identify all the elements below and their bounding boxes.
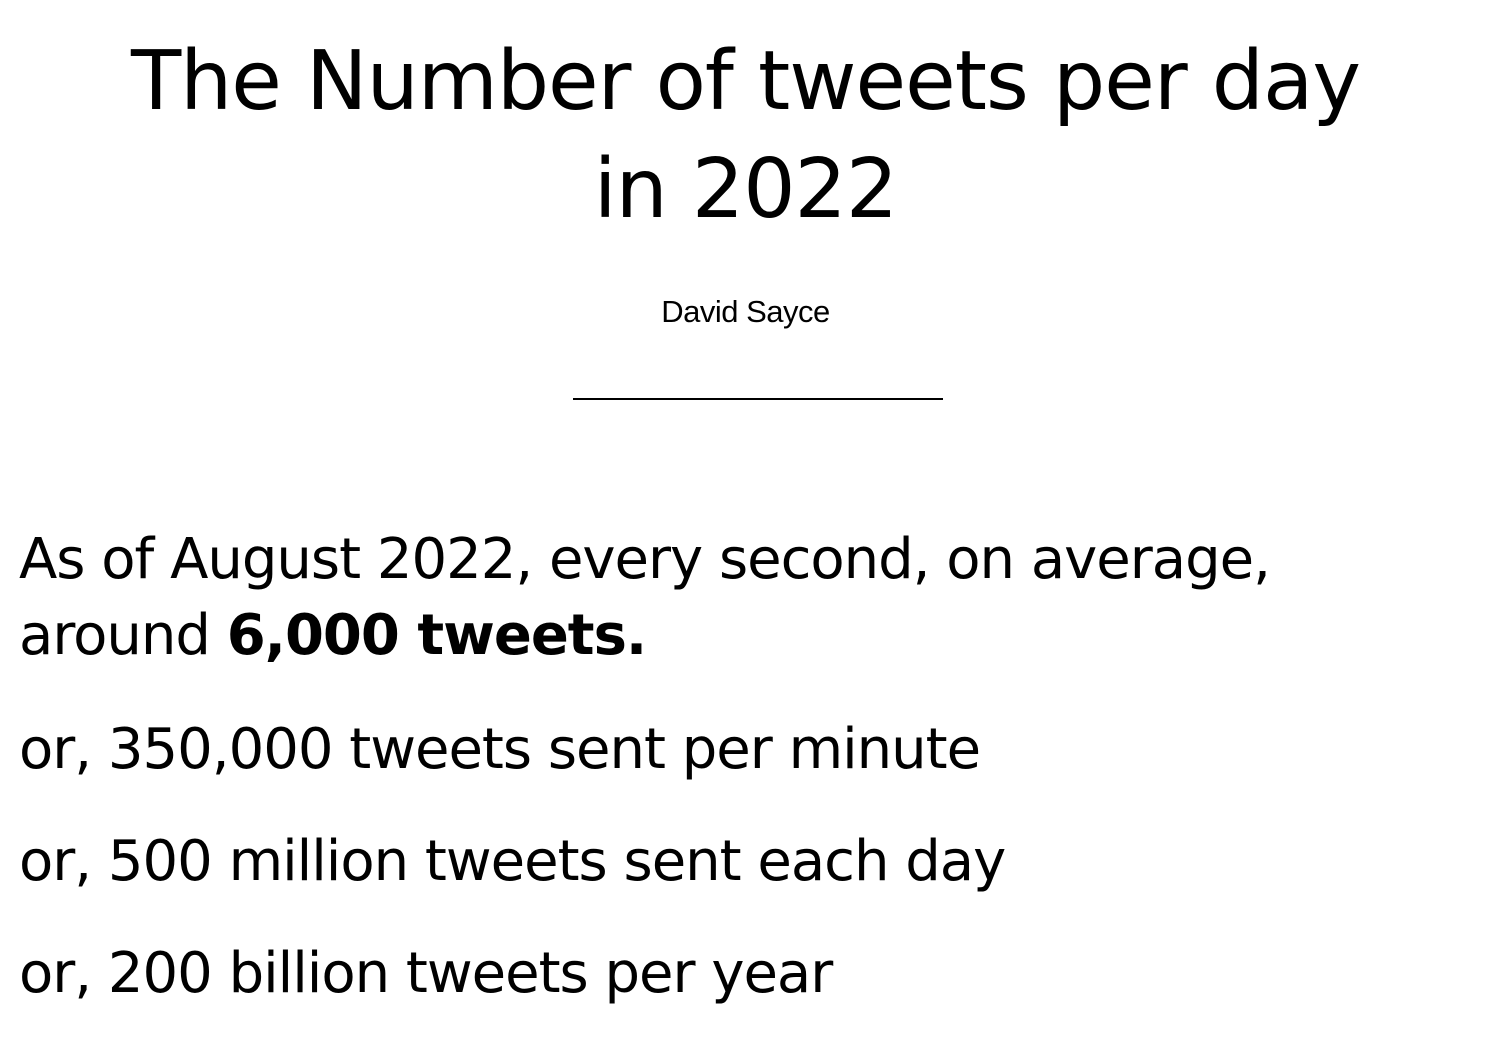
title-line-1: The Number of tweets per day [130,34,1361,129]
author-name: David Sayce [661,294,830,329]
intro-line-2: around 6,000 tweets. [19,598,1479,674]
stat-per-year: or, 200 billion tweets per year [19,941,833,1006]
stat-per-day: or, 500 million tweets sent each day [19,829,1006,894]
title-line-2: in 2022 [593,142,898,237]
intro-paragraph: As of August 2022, every second, on aver… [19,522,1479,674]
tweets-per-second-highlight: 6,000 tweets. [226,603,647,668]
intro-line-1: As of August 2022, every second, on aver… [19,527,1271,592]
page-title: The Number of tweets per day in 2022 [0,28,1491,244]
intro-prefix: around [19,603,227,668]
stat-per-minute: or, 350,000 tweets sent per minute [19,717,981,782]
divider [573,398,943,400]
